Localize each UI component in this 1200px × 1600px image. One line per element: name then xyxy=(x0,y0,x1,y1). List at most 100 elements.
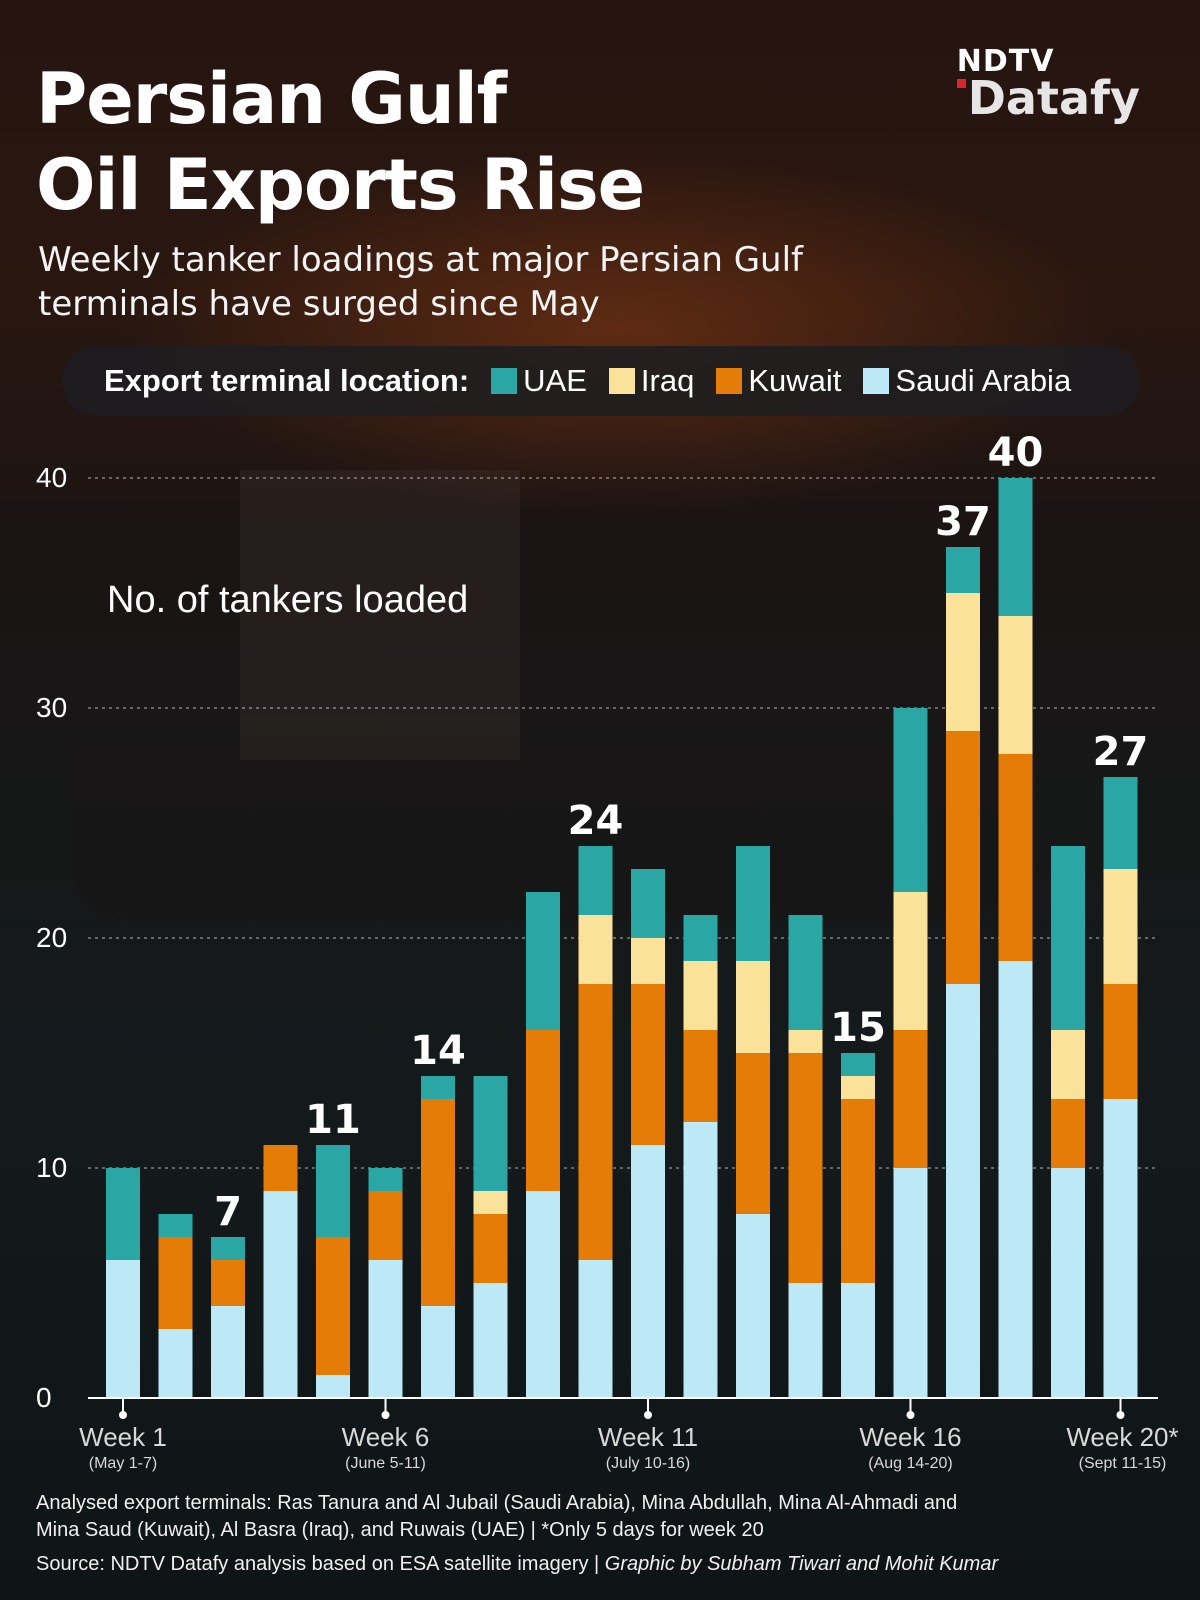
x-tick-label-week-20: Week 20* xyxy=(1066,1422,1178,1452)
y-tick-label-20: 20 xyxy=(36,922,67,953)
legend-item-uae: UAE xyxy=(491,363,587,399)
bar-week-13-saudi-arabia xyxy=(736,1214,770,1398)
stacked-bar-chart: 0 10 20 30 40 No. of tankers loaded 7 11 14 24 15 3… xyxy=(36,462,1179,1472)
bar-week-7-saudi-arabia xyxy=(421,1306,455,1398)
y-tick-label-10: 10 xyxy=(36,1152,67,1183)
background-ship-hull xyxy=(70,740,1030,920)
total-label-week-5: 11 xyxy=(305,1097,361,1143)
title-line-2: Oil Exports Rise xyxy=(36,144,645,226)
bar-week-15-uae xyxy=(841,1053,875,1076)
legend-swatch-kuwait xyxy=(716,368,743,394)
bar-week-2-kuwait xyxy=(158,1237,193,1329)
bar-week-5-saudi-arabia xyxy=(316,1375,350,1398)
bar-week-9-kuwait xyxy=(526,1030,560,1191)
bar-week-18-iraq xyxy=(998,616,1033,754)
x-tick-dot-week-16 xyxy=(906,1411,915,1419)
bar-week-16-uae xyxy=(893,708,928,892)
legend-item-kuwait: Kuwait xyxy=(716,363,841,399)
legend-label-saudi-arabia: Saudi Arabia xyxy=(895,363,1072,398)
bar-week-13-uae xyxy=(736,846,770,961)
bar-week-18-uae xyxy=(998,478,1033,616)
y-tick-label-0: 0 xyxy=(36,1382,52,1413)
bar-week-4-saudi-arabia xyxy=(263,1191,298,1398)
bar-week-17-saudi-arabia xyxy=(946,984,980,1398)
bar-week-17-iraq xyxy=(946,593,980,731)
graphic-credit: Graphic by Subham Tiwari and Mohit Kumar xyxy=(604,1553,999,1575)
x-tick-sublabel-week-16: (Aug 14-20) xyxy=(868,1455,953,1472)
total-label-week-20: 27 xyxy=(1093,729,1149,775)
bar-week-8-iraq xyxy=(473,1191,508,1214)
background-ship-tower xyxy=(240,470,520,760)
bar-week-9-saudi-arabia xyxy=(526,1191,560,1398)
subtitle-line-2: terminals have surged since May xyxy=(38,284,600,324)
title-line-1: Persian Gulf xyxy=(36,58,507,140)
bar-week-3-saudi-arabia xyxy=(211,1306,245,1398)
x-tick-dot-week-20 xyxy=(1116,1411,1125,1419)
x-tick-label-week-16: Week 16 xyxy=(859,1422,961,1452)
bar-week-6-saudi-arabia xyxy=(368,1260,403,1398)
bar-week-19-uae xyxy=(1051,846,1085,1030)
bar-week-11-iraq xyxy=(631,938,665,984)
ndtv-datafy-logo: NDTV Datafy xyxy=(956,44,1140,125)
bar-week-6-kuwait xyxy=(368,1191,403,1260)
bar-week-14-uae xyxy=(788,915,823,1030)
legend-label-iraq: Iraq xyxy=(640,363,695,398)
legend-swatch-uae xyxy=(491,368,518,394)
bar-week-10-kuwait xyxy=(578,984,613,1260)
bar-week-12-kuwait xyxy=(683,1030,718,1122)
bar-week-8-kuwait xyxy=(473,1214,508,1283)
bar-week-20-saudi-arabia xyxy=(1103,1099,1138,1398)
total-label-week-15: 15 xyxy=(830,1005,886,1051)
bar-week-16-kuwait xyxy=(893,1030,928,1168)
bar-week-14-saudi-arabia xyxy=(788,1283,823,1398)
chart-title: Persian Gulf Oil Exports Rise xyxy=(36,56,916,228)
logo-red-dot xyxy=(956,79,966,88)
total-label-week-17: 37 xyxy=(935,499,991,545)
bar-week-20-uae xyxy=(1103,777,1138,869)
y-tick-label-40: 40 xyxy=(36,462,67,493)
legend-item-iraq: Iraq xyxy=(608,363,695,399)
bar-week-12-iraq xyxy=(683,961,718,1030)
x-tick-dot-week-6 xyxy=(381,1411,390,1419)
bar-week-15-iraq xyxy=(841,1076,875,1099)
bar-week-2-uae xyxy=(158,1214,193,1237)
total-label-week-3: 7 xyxy=(214,1189,242,1235)
bar-week-12-uae xyxy=(683,915,718,961)
x-tick-label-week-6: Week 6 xyxy=(342,1422,430,1452)
total-label-week-7: 14 xyxy=(410,1028,466,1074)
bar-week-20-kuwait xyxy=(1103,984,1138,1099)
subtitle-line-1: Weekly tanker loadings at major Persian … xyxy=(38,240,803,280)
x-tick-label-week-1: Week 1 xyxy=(79,1422,167,1452)
logo-bottom-text: Datafy xyxy=(967,71,1140,125)
bar-week-20-iraq xyxy=(1103,869,1138,984)
bar-week-4-kuwait xyxy=(263,1145,298,1191)
footnote-line-1: Analysed export terminals: Ras Tanura an… xyxy=(36,1492,958,1514)
x-tick-dot-week-1 xyxy=(119,1411,127,1419)
legend-label-kuwait: Kuwait xyxy=(748,363,842,398)
bar-week-19-saudi-arabia xyxy=(1051,1168,1085,1398)
legend-swatch-iraq xyxy=(608,368,635,394)
source-text: Source: NDTV Datafy analysis based on ES… xyxy=(36,1553,605,1575)
total-label-week-10: 24 xyxy=(568,798,624,844)
x-tick-sublabel-week-6: (June 5-11) xyxy=(345,1455,426,1472)
bar-week-10-saudi-arabia xyxy=(578,1260,613,1398)
x-tick-sublabel-week-20: (Sept 11-15) xyxy=(1079,1455,1167,1472)
y-axis-label: No. of tankers loaded xyxy=(107,579,468,621)
footnote-line-2: Mina Saud (Kuwait), Al Basra (Iraq), and… xyxy=(36,1519,764,1541)
bar-week-8-saudi-arabia xyxy=(473,1283,508,1398)
bar-week-13-kuwait xyxy=(736,1053,770,1214)
bar-week-6-uae xyxy=(368,1168,403,1191)
bar-week-19-kuwait xyxy=(1051,1099,1085,1168)
source-note: Source: NDTV Datafy analysis based on ES… xyxy=(36,1553,1166,1576)
legend-item-saudi-arabia: Saudi Arabia xyxy=(863,363,1071,399)
x-tick-sublabel-week-11: (July 10-16) xyxy=(606,1455,690,1472)
bar-week-5-kuwait xyxy=(316,1237,350,1375)
bar-week-16-iraq xyxy=(893,892,928,1030)
bar-week-11-uae xyxy=(631,869,665,938)
bar-week-17-uae xyxy=(946,547,980,593)
bar-week-3-kuwait xyxy=(211,1260,245,1306)
chart-legend: Export terminal location: UAE Iraq Kuwai… xyxy=(62,346,1140,416)
bar-week-1-saudi-arabia xyxy=(106,1260,140,1398)
logo-top-text: NDTV xyxy=(956,44,1055,79)
bar-week-7-kuwait xyxy=(421,1099,455,1306)
